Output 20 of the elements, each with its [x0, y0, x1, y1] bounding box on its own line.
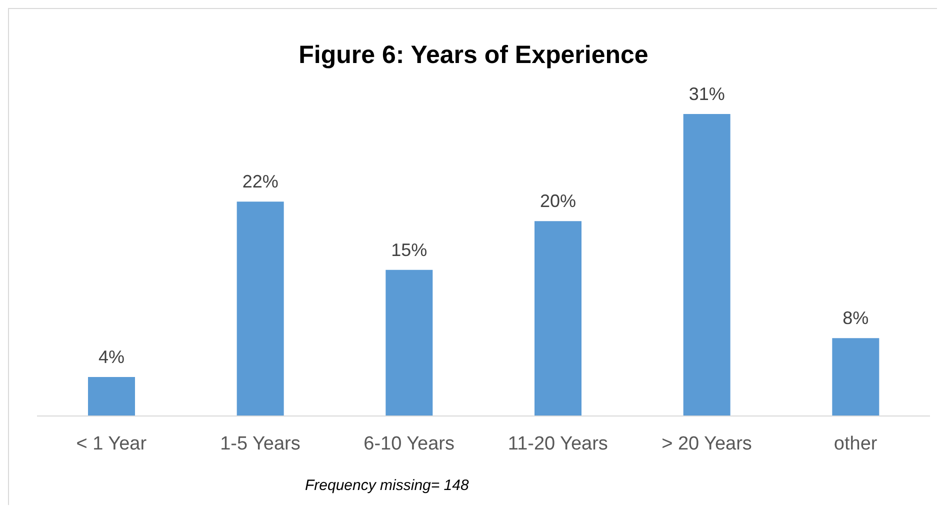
x-tick-label: 1-5 Years	[220, 433, 300, 454]
bar	[386, 270, 433, 416]
bar	[534, 221, 582, 416]
data-label: 20%	[540, 191, 576, 212]
x-tick-label: < 1 Year	[76, 433, 148, 454]
data-label: 4%	[98, 347, 125, 368]
x-tick-label: > 20 Years	[662, 433, 752, 454]
x-tick-label: 6-10 Years	[364, 433, 455, 454]
data-label: 15%	[391, 240, 428, 260]
x-tick-label: other	[834, 433, 878, 454]
bar	[236, 202, 284, 416]
bar	[88, 377, 135, 416]
data-label: 22%	[242, 172, 278, 192]
text: Frequency missing= 148	[305, 477, 469, 494]
chart-title: Figure 6: Years of Experience	[298, 41, 650, 70]
x-tick-label: 11-20 Years	[508, 433, 608, 454]
data-label: 8%	[842, 308, 869, 328]
data-label: 31%	[688, 84, 725, 104]
bar	[683, 114, 730, 416]
bar	[832, 338, 880, 416]
